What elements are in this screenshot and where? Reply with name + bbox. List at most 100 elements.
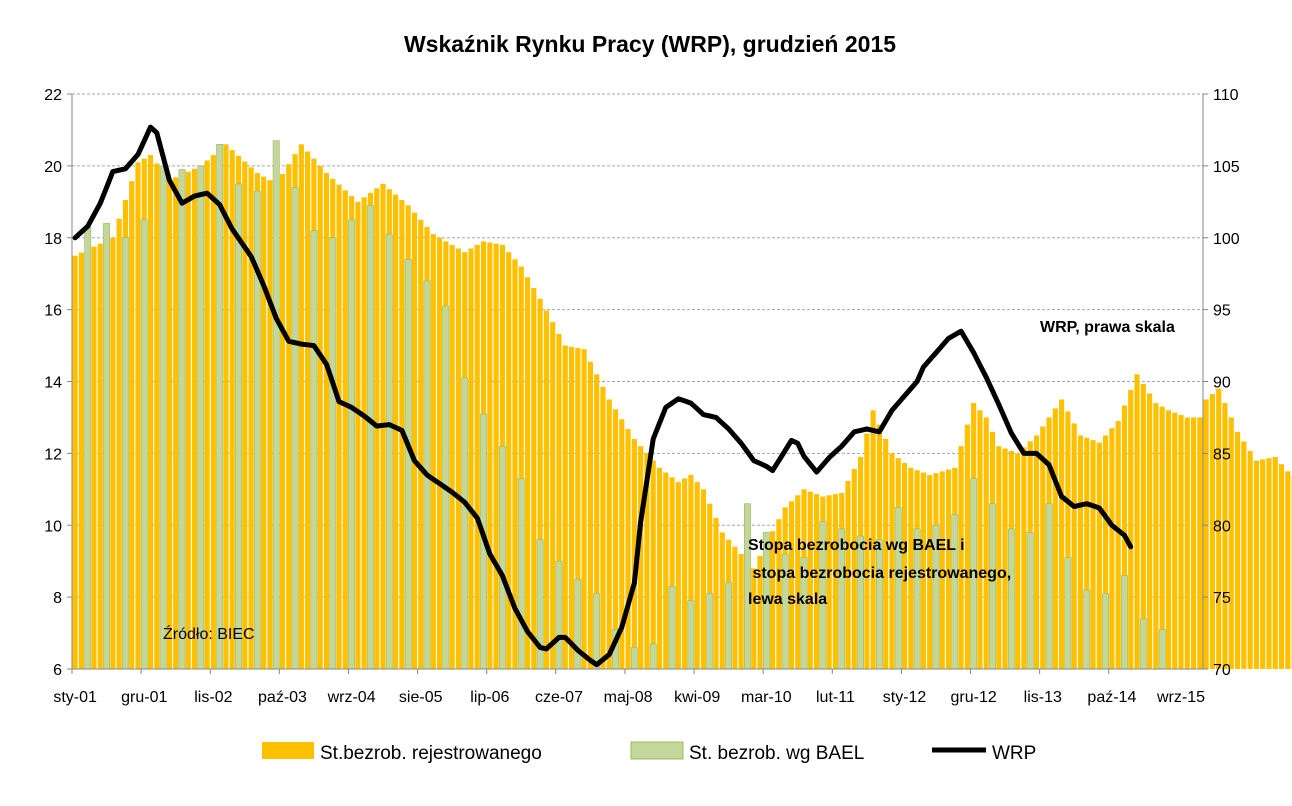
axes [67,93,1208,674]
bar-registered [1278,464,1285,669]
bar-registered [1071,423,1077,669]
bar-registered [524,277,531,669]
bar-registered [72,255,78,669]
bar-registered [920,472,926,669]
bar-registered [700,489,707,669]
y-left-label: 10 [44,518,62,535]
bar-bael [291,187,299,670]
bar-registered [1266,458,1272,669]
bar-registered [1015,453,1021,669]
bar-registered [355,201,361,669]
bar-registered [393,194,399,669]
grid-lines [72,93,1203,598]
bar-registered [1103,435,1109,669]
bar-registered [229,150,235,669]
bar-registered [323,173,330,669]
bar-registered [669,477,675,669]
bar-registered [927,474,933,669]
bar-registered [97,243,103,670]
x-label: paź-14 [1087,689,1136,706]
bar-registered [91,246,97,669]
bar-registered [562,345,568,669]
bar-registered [1052,408,1058,669]
y-right-label: 85 [1213,446,1231,463]
bar-bael [367,205,374,670]
bar-bael [140,219,148,670]
bar-registered [945,469,952,669]
bar-registered [336,184,342,669]
bar-bael [216,144,224,670]
y-right-label: 70 [1213,662,1231,679]
bar-registered [210,155,216,669]
bar-registered [1253,460,1259,669]
x-label: wrz-15 [1156,689,1205,706]
x-label: lut-11 [816,689,855,706]
bar-registered [1209,394,1216,669]
x-label: lip-06 [470,689,509,706]
bar-registered [305,151,311,669]
bar-registered [594,374,600,669]
bar-registered [374,188,380,669]
bar-registered [851,468,857,669]
bar-registered [1059,399,1065,669]
y-left-label: 14 [44,375,62,392]
bar-registered [1285,471,1291,669]
y-axis-left-labels: 6 8 10 12 14 16 18 20 22 [44,87,62,679]
bar-registered [631,439,637,669]
bar-registered [154,163,160,669]
bar-registered [493,243,499,670]
y-left-label: 18 [44,231,62,248]
bar-registered [317,165,323,669]
bar-registered [449,244,455,669]
legend-label-wrp: WRP [992,743,1036,764]
x-label: cze-07 [535,689,583,706]
bar-registered [1228,417,1234,669]
bar-bael [178,169,186,670]
bar-registered [248,167,254,669]
bar-registered [845,480,851,669]
bar-registered [568,346,575,669]
legend: St.bezrob. rejestrowanego St. bezrob. wg… [262,741,1036,764]
bar-registered [1077,435,1084,669]
bar-bael [1064,557,1072,670]
bar-registered [1172,412,1178,669]
bar-registered [1140,383,1146,669]
bar-registered [361,197,367,669]
bar-registered [644,453,650,669]
bar-registered [518,266,524,669]
bar-registered [587,361,593,669]
bar-registered [166,180,172,669]
bar-registered [1002,448,1008,669]
bar-registered [204,160,210,669]
bar-bael [1026,532,1034,670]
x-label: gru-01 [121,689,167,706]
bar-registered [1115,421,1121,669]
bar-registered [795,495,801,669]
x-label: lis-02 [194,689,232,706]
bar-registered [1040,426,1046,669]
bar-bael [517,478,525,670]
bar-registered [958,446,964,669]
bar-registered [185,171,191,669]
bar-registered [770,531,776,669]
bar-registered [813,494,820,669]
bar-registered [688,474,694,669]
bar-registered [682,478,688,669]
bar-registered [1065,411,1071,669]
bar-bael [989,503,996,670]
bar-registered [719,532,725,669]
bar-registered [1153,403,1159,669]
bar-registered [1184,417,1190,669]
bar-bael [159,165,167,670]
bar-registered [964,424,970,669]
annotation-unemployment-line-1: Stopa bezrobocia wg BAEL i [748,537,965,554]
bar-registered [1109,428,1115,669]
bar-bael [272,140,280,670]
annotation-unemployment-line-3: lewa skala [748,591,827,608]
bar-registered [223,144,229,669]
legend-swatch-bael [630,741,684,760]
bar-bael [744,503,751,670]
bar-bael [1045,503,1053,670]
y-left-label: 8 [53,590,62,607]
